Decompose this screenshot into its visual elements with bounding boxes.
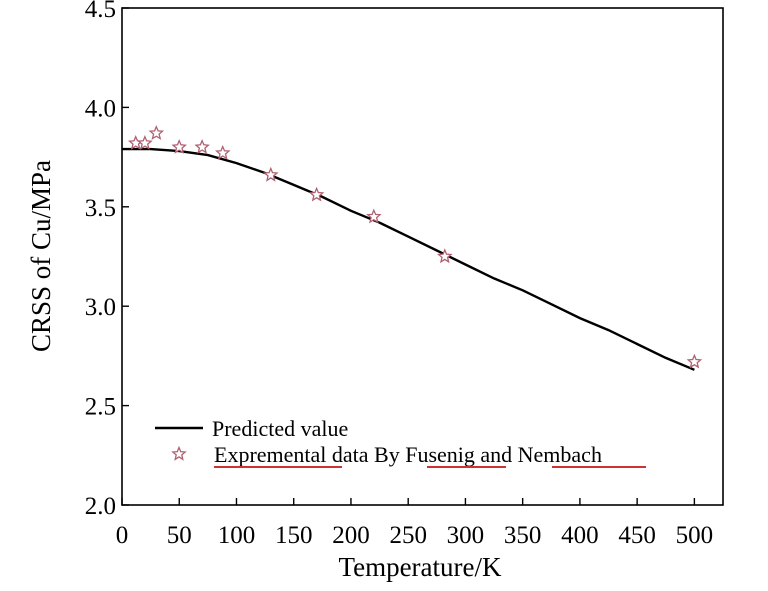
x-tick-label: 400	[561, 522, 599, 549]
x-tick-label: 150	[275, 522, 313, 549]
data-point	[171, 139, 187, 154]
x-tick-label: 100	[218, 522, 256, 549]
series-line-predicted-value	[122, 147, 695, 371]
data-point	[308, 186, 325, 202]
x-tick-label: 0	[116, 522, 129, 549]
data-point	[686, 353, 703, 369]
legend: Predicted value Expremental data By Fuse…	[155, 416, 646, 468]
data-point	[263, 166, 279, 182]
x-axis-ticks: 0 50 100 150 200 250 300 350 400 450 500	[116, 498, 713, 549]
data-point	[148, 125, 165, 140]
x-tick-label: 200	[332, 522, 370, 549]
y-tick-label: 2.0	[85, 493, 116, 520]
data-point	[137, 135, 153, 150]
series-points-experimental	[128, 125, 703, 369]
y-tick-label: 4.5	[85, 0, 116, 23]
y-axis-ticks: 2.0 2.5 3.0 3.5 4.0 4.5	[85, 0, 129, 520]
x-tick-label: 300	[447, 522, 485, 549]
legend-label-predicted: Predicted value	[212, 416, 348, 441]
x-axis-title: Temperature/K	[338, 552, 502, 582]
y-tick-label: 3.5	[85, 195, 116, 222]
x-tick-label: 50	[167, 522, 192, 549]
data-point	[437, 248, 453, 264]
x-tick-label: 500	[676, 522, 714, 549]
y-axis-title: CRSS of Cu/MPa	[26, 160, 56, 352]
data-point	[214, 144, 231, 160]
y-tick-label: 2.5	[85, 394, 116, 421]
x-tick-label: 450	[618, 522, 656, 549]
y-tick-label: 3.0	[85, 294, 116, 321]
data-point	[194, 139, 210, 154]
x-tick-label: 250	[389, 522, 427, 549]
plot-frame	[121, 7, 724, 506]
legend-label-experimental: Expremental data By Fusenig and Nembach	[214, 442, 602, 467]
legend-star-icon	[171, 445, 187, 461]
legend-star-swatch	[171, 445, 187, 461]
data-point	[366, 208, 382, 224]
y-tick-label: 4.0	[85, 95, 116, 122]
x-tick-label: 350	[504, 522, 542, 549]
